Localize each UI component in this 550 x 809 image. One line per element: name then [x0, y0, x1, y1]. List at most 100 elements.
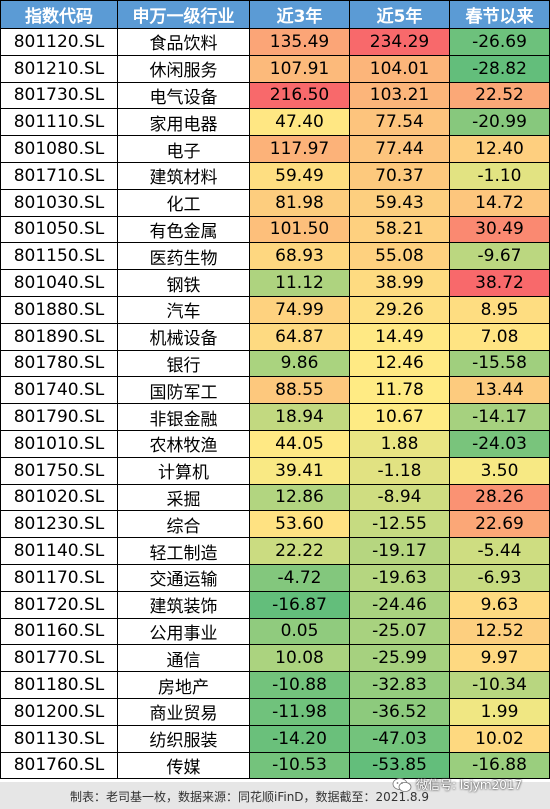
- cell-since-spring-festival: 28.26: [449, 483, 550, 512]
- cell-industry: 化工: [117, 188, 250, 217]
- table-row: 801130.SL 纺织服装 -14.20 -47.03 10.02: [0, 724, 550, 753]
- watermark-text: 微信号: lsjym2017: [416, 778, 523, 792]
- table-row: 801110.SL 家用电器 47.40 77.54 -20.99: [0, 108, 550, 137]
- table-row: 801890.SL 机械设备 64.87 14.49 7.08: [0, 322, 550, 351]
- cell-5y: 77.54: [349, 108, 450, 137]
- cell-code: 801010.SL: [0, 429, 118, 458]
- cell-industry: 汽车: [117, 295, 250, 324]
- cell-3y: 68.93: [249, 242, 350, 271]
- cell-industry: 轻工制造: [117, 537, 250, 565]
- cell-industry: 计算机: [117, 456, 250, 485]
- cell-since-spring-festival: -26.69: [449, 28, 550, 56]
- table-row: 801710.SL 建筑材料 59.49 70.37 -1.10: [0, 161, 550, 190]
- cell-3y: 88.55: [249, 376, 350, 405]
- cell-5y: 11.78: [349, 376, 450, 405]
- cell-3y: 59.49: [249, 161, 350, 190]
- cell-code: 801120.SL: [0, 28, 118, 56]
- cell-since-spring-festival: 13.44: [449, 376, 550, 405]
- cell-code: 801150.SL: [0, 242, 118, 271]
- cell-industry: 有色金属: [117, 215, 250, 244]
- cell-since-spring-festival: -9.67: [449, 242, 550, 271]
- table-row: 801880.SL 汽车 74.99 29.26 8.95: [0, 295, 550, 324]
- cell-5y: 12.46: [349, 349, 450, 378]
- cell-5y: -25.07: [349, 617, 450, 646]
- wechat-icon: [392, 777, 412, 792]
- cell-5y: -53.85: [349, 751, 450, 780]
- cell-industry: 房地产: [117, 671, 250, 699]
- watermark: 微信号: lsjym2017: [392, 776, 522, 793]
- cell-industry: 综合: [117, 510, 250, 539]
- table-row: 801080.SL 电子 117.97 77.44 12.40: [0, 135, 550, 163]
- cell-3y: -11.98: [249, 697, 350, 726]
- cell-5y: -24.46: [349, 590, 450, 619]
- table-row: 801200.SL 商业贸易 -11.98 -36.52 1.99: [0, 697, 550, 726]
- cell-since-spring-festival: -1.10: [449, 161, 550, 190]
- cell-since-spring-festival: -28.82: [449, 54, 550, 83]
- cell-since-spring-festival: -20.99: [449, 108, 550, 137]
- cell-code: 801880.SL: [0, 295, 118, 324]
- cell-code: 801740.SL: [0, 376, 118, 405]
- cell-since-spring-festival: 38.72: [449, 269, 550, 297]
- header-3y: 近3年: [249, 0, 350, 29]
- cell-code: 801110.SL: [0, 108, 118, 137]
- cell-since-spring-festival: 7.08: [449, 322, 550, 351]
- cell-since-spring-festival: 22.52: [449, 81, 550, 110]
- cell-code: 801140.SL: [0, 537, 118, 565]
- cell-industry: 采掘: [117, 483, 250, 512]
- cell-since-spring-festival: 1.99: [449, 697, 550, 726]
- cell-industry: 公用事业: [117, 617, 250, 646]
- cell-code: 801170.SL: [0, 563, 118, 592]
- footer-bar: 制表：老司基一枚，数据来源：同花顺iFinD，数据截至：2021.8.9: [0, 782, 550, 809]
- cell-code: 801040.SL: [0, 269, 118, 297]
- cell-industry: 建筑装饰: [117, 590, 250, 619]
- cell-5y: 59.43: [349, 188, 450, 217]
- cell-code: 801180.SL: [0, 671, 118, 699]
- cell-code: 801210.SL: [0, 54, 118, 83]
- table-row: 801020.SL 采掘 12.86 -8.94 28.26: [0, 483, 550, 512]
- cell-3y: 11.12: [249, 269, 350, 297]
- cell-5y: -25.99: [349, 644, 450, 673]
- cell-5y: 10.67: [349, 403, 450, 431]
- table-row: 801170.SL 交通运输 -4.72 -19.63 -6.93: [0, 563, 550, 592]
- cell-code: 801770.SL: [0, 644, 118, 673]
- header-industry: 申万一级行业: [117, 0, 250, 29]
- cell-since-spring-festival: 12.52: [449, 617, 550, 646]
- cell-3y: 22.22: [249, 537, 350, 565]
- cell-industry: 家用电器: [117, 108, 250, 137]
- cell-since-spring-festival: -5.44: [449, 537, 550, 565]
- cell-since-spring-festival: 30.49: [449, 215, 550, 244]
- cell-5y: 234.29: [349, 28, 450, 56]
- cell-5y: -47.03: [349, 724, 450, 753]
- cell-5y: 104.01: [349, 54, 450, 83]
- cell-5y: 58.21: [349, 215, 450, 244]
- cell-3y: -4.72: [249, 563, 350, 592]
- cell-5y: 103.21: [349, 81, 450, 110]
- cell-code: 801720.SL: [0, 590, 118, 619]
- table-row: 801230.SL 综合 53.60 -12.55 22.69: [0, 510, 550, 539]
- cell-since-spring-festival: -15.58: [449, 349, 550, 378]
- cell-5y: 70.37: [349, 161, 450, 190]
- cell-5y: -36.52: [349, 697, 450, 726]
- cell-industry: 钢铁: [117, 269, 250, 297]
- table-row: 801140.SL 轻工制造 22.22 -19.17 -5.44: [0, 537, 550, 565]
- cell-5y: 38.99: [349, 269, 450, 297]
- table-row: 801740.SL 国防军工 88.55 11.78 13.44: [0, 376, 550, 405]
- industry-returns-table: 指数代码 申万一级行业 近3年 近5年 春节以来 801120.SL 食品饮料 13…: [0, 0, 550, 780]
- cell-since-spring-festival: 12.40: [449, 135, 550, 163]
- cell-3y: -14.20: [249, 724, 350, 753]
- table-row: 801050.SL 有色金属 101.50 58.21 30.49: [0, 215, 550, 244]
- cell-code: 801020.SL: [0, 483, 118, 512]
- cell-code: 801130.SL: [0, 724, 118, 753]
- table-row: 801790.SL 非银金融 18.94 10.67 -14.17: [0, 403, 550, 431]
- cell-code: 801790.SL: [0, 403, 118, 431]
- table-row: 801210.SL 休闲服务 107.91 104.01 -28.82: [0, 54, 550, 83]
- cell-industry: 纺织服装: [117, 724, 250, 753]
- table-row: 801030.SL 化工 81.98 59.43 14.72: [0, 188, 550, 217]
- cell-3y: 117.97: [249, 135, 350, 163]
- cell-since-spring-festival: 3.50: [449, 456, 550, 485]
- cell-industry: 休闲服务: [117, 54, 250, 83]
- cell-since-spring-festival: 9.63: [449, 590, 550, 619]
- cell-3y: 135.49: [249, 28, 350, 56]
- cell-code: 801160.SL: [0, 617, 118, 646]
- cell-since-spring-festival: -16.88: [449, 751, 550, 780]
